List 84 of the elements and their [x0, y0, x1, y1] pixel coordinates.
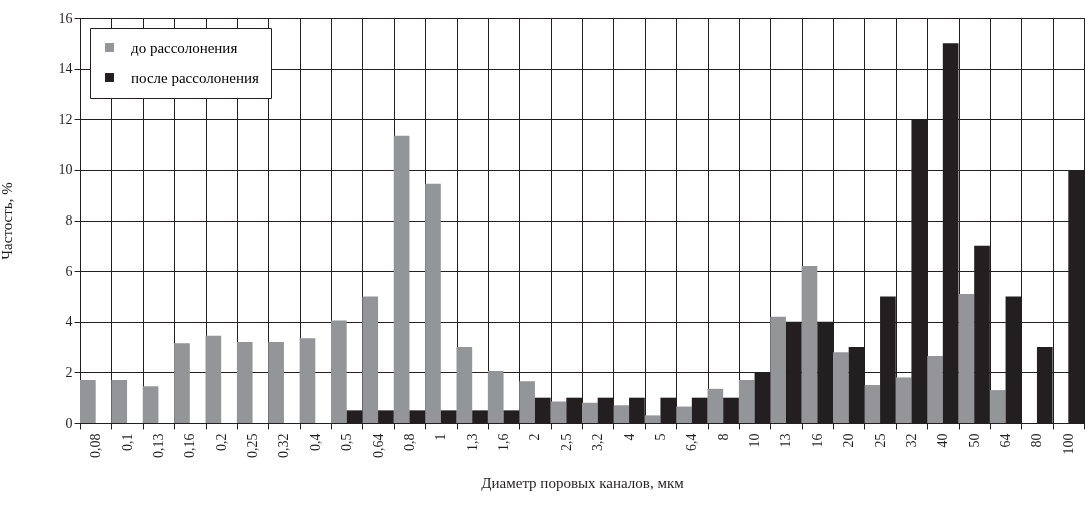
bar	[770, 316, 786, 423]
bar	[927, 355, 943, 423]
bar	[723, 397, 739, 423]
x-tick-label: 0,13	[150, 433, 166, 458]
y-tick-label: 14	[58, 61, 73, 77]
bar	[378, 410, 394, 423]
legend-label: после рассолонения	[131, 69, 259, 86]
bar	[456, 347, 473, 423]
x-tick-label: 32	[903, 433, 919, 448]
bar	[487, 371, 504, 423]
x-tick-label: 5	[652, 433, 668, 441]
x-tick-label: 0,2	[213, 433, 229, 451]
bar	[676, 406, 692, 423]
x-tick-label: 0,64	[370, 433, 386, 458]
y-tick-label: 6	[65, 263, 73, 279]
x-tick-label: 1,3	[464, 433, 480, 451]
bar	[472, 410, 488, 423]
x-tick-label: 6,4	[684, 433, 700, 451]
bar	[864, 385, 881, 423]
x-tick-label: 0,16	[182, 433, 198, 458]
bar	[958, 293, 975, 423]
x-tick-label: 0,32	[276, 433, 292, 458]
bar	[393, 135, 410, 423]
bar	[80, 379, 96, 423]
y-tick-label: 2	[65, 364, 73, 380]
y-tick-label: 10	[58, 162, 73, 178]
x-tick-label: 0,1	[119, 433, 135, 451]
bar	[362, 296, 379, 423]
x-tick-label: 40	[935, 433, 951, 448]
x-tick-label: 0,08	[88, 433, 104, 458]
bar	[205, 335, 222, 423]
x-tick-label: 4	[621, 433, 637, 441]
bar	[989, 390, 1006, 423]
x-tick-label: 25	[872, 433, 888, 448]
x-tick-label: 2	[527, 433, 543, 441]
y-tick-label: 4	[65, 314, 73, 330]
x-tick-label: 80	[1029, 433, 1045, 448]
y-tick-label: 16	[58, 10, 73, 26]
bar	[644, 415, 661, 423]
bar	[503, 410, 520, 423]
x-tick-label: 1,6	[496, 433, 512, 451]
bar	[236, 342, 253, 423]
bar	[582, 402, 598, 423]
bar	[440, 410, 457, 423]
x-tick-label: 100	[1060, 433, 1076, 455]
bar	[425, 183, 441, 423]
bar	[707, 388, 724, 423]
legend-label: до рассолонения	[131, 39, 238, 56]
x-tick-label: 10	[747, 433, 763, 448]
bar	[738, 379, 755, 423]
y-tick-label: 12	[58, 111, 73, 127]
bar	[142, 386, 159, 423]
x-tick-label: 16	[809, 433, 825, 448]
y-tick-label: 0	[65, 415, 73, 431]
x-tick-label: 8	[715, 433, 731, 441]
bar	[785, 321, 802, 423]
x-tick-label: 0,8	[401, 433, 417, 451]
bar	[268, 342, 284, 423]
bar	[331, 320, 347, 423]
bar	[801, 266, 818, 423]
bar	[691, 397, 708, 423]
x-tick-label: 2,5	[558, 433, 574, 451]
x-tick-label: 0,4	[307, 433, 323, 451]
x-tick-label: 20	[841, 433, 857, 448]
x-tick-label: 1	[433, 433, 449, 441]
x-tick-label: 0,25	[245, 433, 261, 458]
x-tick-label: 0,5	[339, 433, 355, 451]
bar	[613, 405, 630, 423]
bar	[550, 401, 567, 423]
bar	[519, 381, 535, 423]
bar	[174, 343, 190, 423]
x-tick-label: 50	[966, 433, 982, 448]
bar	[111, 379, 128, 423]
x-tick-label: 13	[778, 433, 794, 448]
bar	[895, 377, 912, 423]
y-tick-label: 8	[65, 213, 73, 228]
bar	[409, 410, 426, 423]
x-axis-title: Диаметр поровых каналов, мкм	[481, 475, 685, 491]
bar	[833, 352, 849, 423]
bar	[299, 338, 316, 423]
y-axis-title: Частость, %	[0, 182, 15, 260]
x-tick-label: 64	[998, 433, 1014, 448]
x-tick-label: 3,2	[590, 433, 606, 451]
bar	[346, 410, 363, 423]
